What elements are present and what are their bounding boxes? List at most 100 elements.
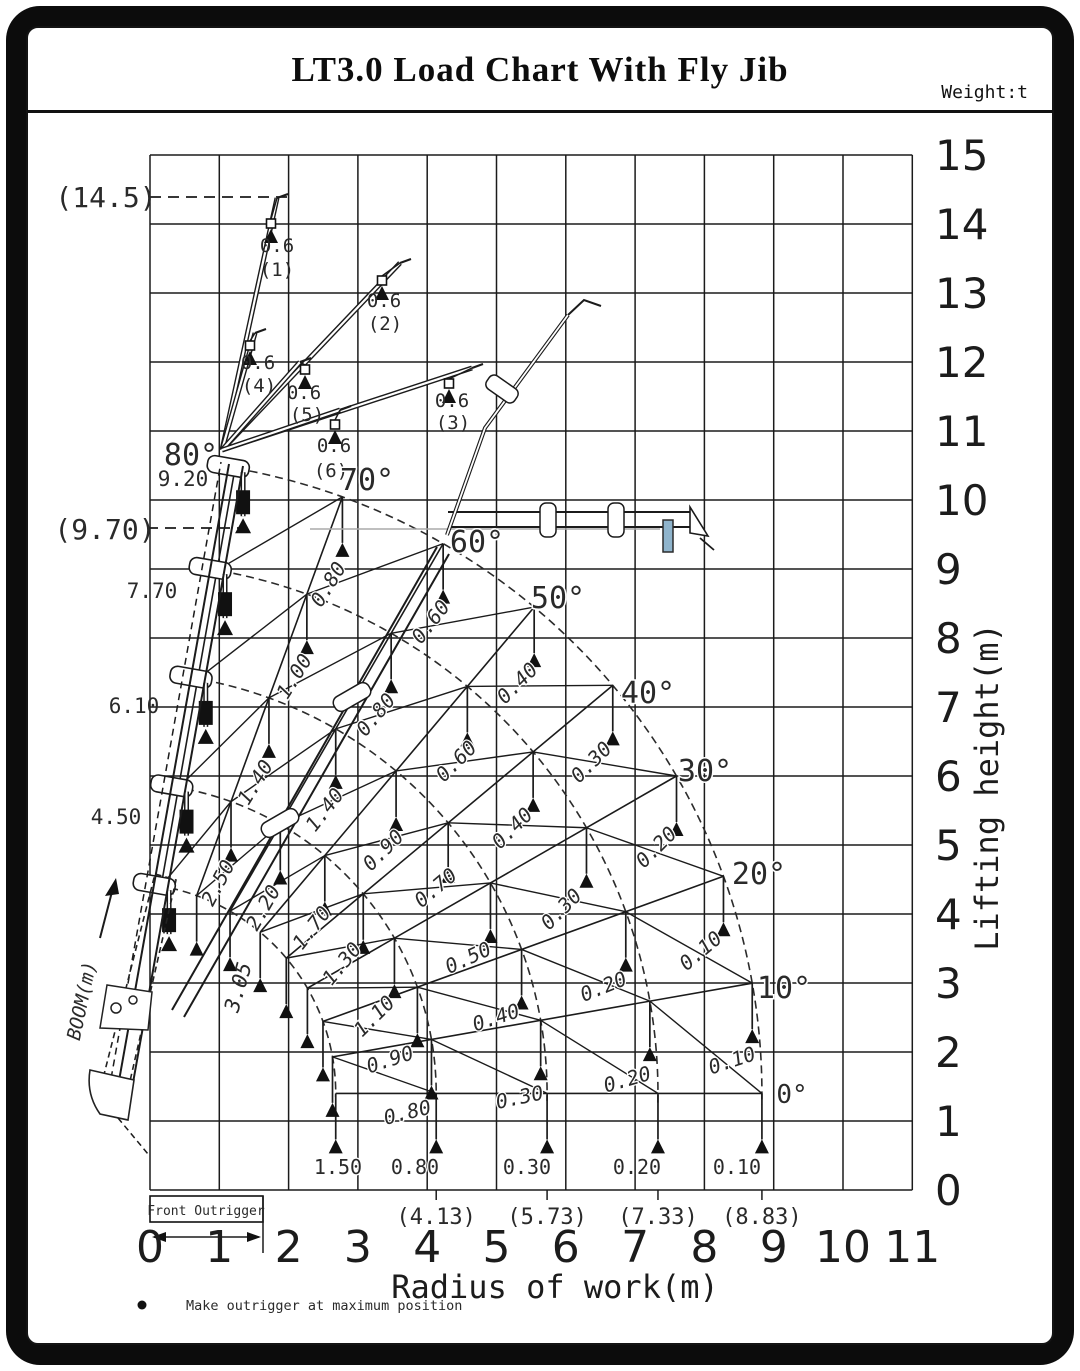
- boom-80deg-edge: [130, 465, 244, 1095]
- hook-triangle: [387, 984, 402, 999]
- boom-length-label: 6.10: [109, 694, 160, 718]
- raised-jib-tip-curl: [567, 298, 602, 316]
- y-tick-label: 11: [935, 407, 988, 456]
- boom-angle-label: 40°: [621, 676, 675, 711]
- load-capacity-label: 0.10: [713, 1155, 761, 1179]
- jib-capacity-label: 0.6: [367, 290, 401, 312]
- blue-hook: [662, 519, 674, 553]
- horizontal-jib-collar: [607, 502, 625, 538]
- load-lattice-line: [431, 1038, 548, 1095]
- hook-triangle: [279, 1004, 294, 1019]
- load-lattice-line: [268, 632, 392, 699]
- raised-jib-inner: [446, 314, 569, 536]
- jib-config-id-label: (5): [290, 404, 324, 426]
- fly-jib-hook-line: [448, 367, 473, 380]
- stage-hook-block: [236, 490, 251, 515]
- y-tick-label: 1: [935, 1097, 962, 1146]
- hook-triangle: [335, 542, 350, 557]
- hook-triangle: [579, 873, 594, 888]
- angle-radial-line: [259, 606, 535, 933]
- horizontal-jib-hook-curl: [699, 537, 715, 551]
- y-tick-label: 7: [935, 683, 962, 732]
- boom-80deg-dashed-edge: [108, 461, 222, 1091]
- load-capacity-label: 1.50: [314, 1155, 362, 1179]
- x-tick-label: 9: [760, 1222, 788, 1273]
- boom-angle-label: 30°: [678, 754, 732, 789]
- x-tick-label: 8: [690, 1222, 718, 1273]
- x-tick-label: 7: [621, 1222, 649, 1273]
- hook-triangle: [410, 1033, 425, 1048]
- base-bracket-plate: [99, 984, 153, 1031]
- load-lattice-line: [394, 937, 522, 951]
- fly-jib-tip-curl: [299, 357, 312, 363]
- fly-jib-hook-block: [299, 364, 311, 375]
- load-lattice-line: [467, 684, 613, 688]
- height-callout-label: (14.5): [55, 181, 156, 214]
- hook-triangle: [527, 653, 542, 668]
- jib-capacity-label: 0.6: [260, 235, 294, 257]
- hook-triangle: [300, 1034, 315, 1049]
- load-capacity-label: 1.40: [232, 756, 278, 810]
- fly-jib-hook-triangle: [442, 389, 456, 403]
- y-tick-label: 10: [935, 476, 988, 525]
- stage-hook-triangle: [197, 728, 214, 744]
- load-lattice-line: [490, 882, 626, 913]
- weight-unit-label: Weight:t: [941, 82, 1028, 103]
- fly-jib-hook-line: [249, 332, 256, 342]
- bracket-radius-label: (5.73): [507, 1205, 586, 1230]
- hook-markers-layer: [189, 496, 769, 1154]
- hook-triangle: [189, 941, 204, 956]
- hook-triangle: [460, 732, 475, 747]
- y-tick-label: 12: [935, 338, 988, 387]
- fly-jib-tip-curl: [339, 405, 352, 411]
- angle-radial-line: [195, 496, 344, 896]
- fly-jib-hook-block: [443, 378, 455, 389]
- hook-triangle: [436, 589, 451, 604]
- fly-jib-hook-block: [376, 275, 388, 286]
- hook-triangle: [441, 868, 456, 883]
- bracket-radius-label: (8.83): [722, 1205, 801, 1230]
- boom-angle-label: 60°: [450, 525, 504, 560]
- load-lattice-line: [230, 728, 337, 803]
- hook-triangle: [605, 731, 620, 746]
- load-capacity-label: 0.90: [363, 1040, 416, 1078]
- y-tick-label: 13: [935, 269, 988, 318]
- stage-hook-triangle: [235, 518, 252, 534]
- fly-jib-hook-triangle: [375, 286, 389, 300]
- jib-config-id-label: (6): [314, 460, 348, 482]
- hook-triangle: [389, 816, 404, 831]
- page-title: LT3.0 Load Chart With Fly Jib: [291, 50, 789, 89]
- load-lattice-line: [586, 827, 724, 877]
- load-capacity-label: 0.20: [601, 1061, 654, 1097]
- load-capacity-label: 0.20: [577, 966, 631, 1006]
- x-tick-label: 4: [413, 1222, 441, 1273]
- load-lattice-line: [197, 593, 308, 680]
- stage-hook-block: [198, 700, 213, 725]
- hook-triangle: [526, 797, 541, 812]
- hook-triangle: [253, 978, 268, 993]
- fly-jib-hook-triangle: [298, 375, 312, 389]
- raised-jib-collar: [485, 374, 519, 404]
- jib-config-id-label: (1): [260, 259, 294, 281]
- jib-capacity-label: 0.6: [241, 352, 275, 374]
- hook-triangle: [514, 995, 529, 1010]
- hook-triangle: [540, 1139, 555, 1154]
- y-tick-label: 8: [935, 614, 962, 663]
- hook-triangle: [745, 1029, 760, 1044]
- fly-jib-arm-inner: [221, 408, 341, 452]
- angle-radial-line: [285, 684, 614, 959]
- load-lattice-line: [322, 1020, 432, 1041]
- boom-angle-label: 80°: [164, 438, 218, 473]
- hook-triangle: [273, 870, 288, 885]
- note-bullet: [137, 1300, 147, 1310]
- hook-triangle: [650, 1139, 665, 1154]
- x-tick-label: 10: [815, 1222, 871, 1273]
- x-tick-label: 3: [344, 1222, 372, 1273]
- bracket-radius-label: (7.33): [618, 1205, 697, 1230]
- stage-hook-triangle: [178, 837, 195, 853]
- crane-drawings-layer: [88, 193, 715, 1310]
- angle-radial-line: [332, 982, 753, 1058]
- boom-angle-label: 70°: [340, 463, 394, 498]
- boom-60deg-collar: [332, 681, 372, 713]
